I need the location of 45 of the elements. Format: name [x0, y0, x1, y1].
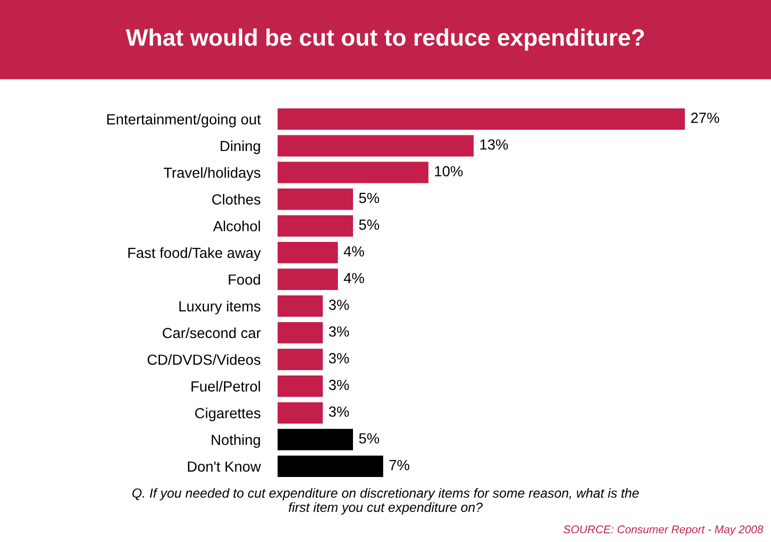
data-label: 3%	[328, 380, 349, 390]
data-label: 27%	[691, 112, 720, 123]
chart-title: What would be cut out to reduce expenditure?	[126, 28, 644, 51]
bar	[278, 402, 323, 424]
bar	[278, 108, 685, 130]
bar	[278, 162, 428, 184]
source-note: SOURCE: Consumer Report - May 2008	[564, 525, 764, 536]
y-tick-label: Clothes	[212, 194, 260, 205]
data-label: 3%	[328, 300, 349, 310]
y-tick-label: Cigarettes	[195, 408, 260, 422]
bar	[278, 375, 323, 397]
data-label: 5%	[359, 192, 380, 204]
bar	[278, 456, 384, 477]
data-label: 3%	[328, 406, 349, 417]
bar	[278, 322, 323, 344]
data-label: 3%	[328, 326, 349, 337]
y-tick-label: Don't Know	[188, 462, 261, 472]
data-label: 7%	[389, 460, 410, 470]
y-tick-label: Luxury items	[179, 300, 260, 314]
y-tick-label: Fast food/Take away	[128, 247, 261, 261]
bar	[278, 242, 338, 264]
bar	[278, 268, 338, 290]
data-label: 5%	[359, 433, 380, 444]
bar	[278, 215, 353, 237]
y-tick-label: Dining	[220, 140, 260, 154]
bar	[278, 135, 474, 156]
bar	[278, 295, 323, 317]
text: Q. If you needed to cut expenditure on discretionary items for some reason, what is the first item you cut expenditure on?	[132, 488, 639, 515]
data-label: 3%	[328, 353, 349, 364]
y-tick-label: Car/second car	[162, 327, 261, 338]
data-label: 4%	[344, 246, 364, 256]
data-label: 4%	[344, 272, 364, 284]
y-tick-label: Fuel/Petrol	[192, 380, 260, 392]
y-tick-label: Food	[228, 274, 260, 285]
y-tick-label: CD/DVDS/Videos	[148, 354, 260, 365]
data-label: 5%	[359, 220, 380, 230]
y-tick-label: Nothing	[212, 434, 260, 448]
data-label: 13%	[480, 139, 508, 150]
bar	[278, 188, 353, 210]
y-tick-label: Travel/holidays	[164, 167, 260, 181]
bar	[278, 428, 353, 450]
y-tick-label: Entertainment/going out	[107, 114, 261, 128]
y-tick-label: Alcohol	[213, 220, 260, 232]
data-label: 10%	[435, 166, 463, 176]
bar	[278, 348, 323, 370]
